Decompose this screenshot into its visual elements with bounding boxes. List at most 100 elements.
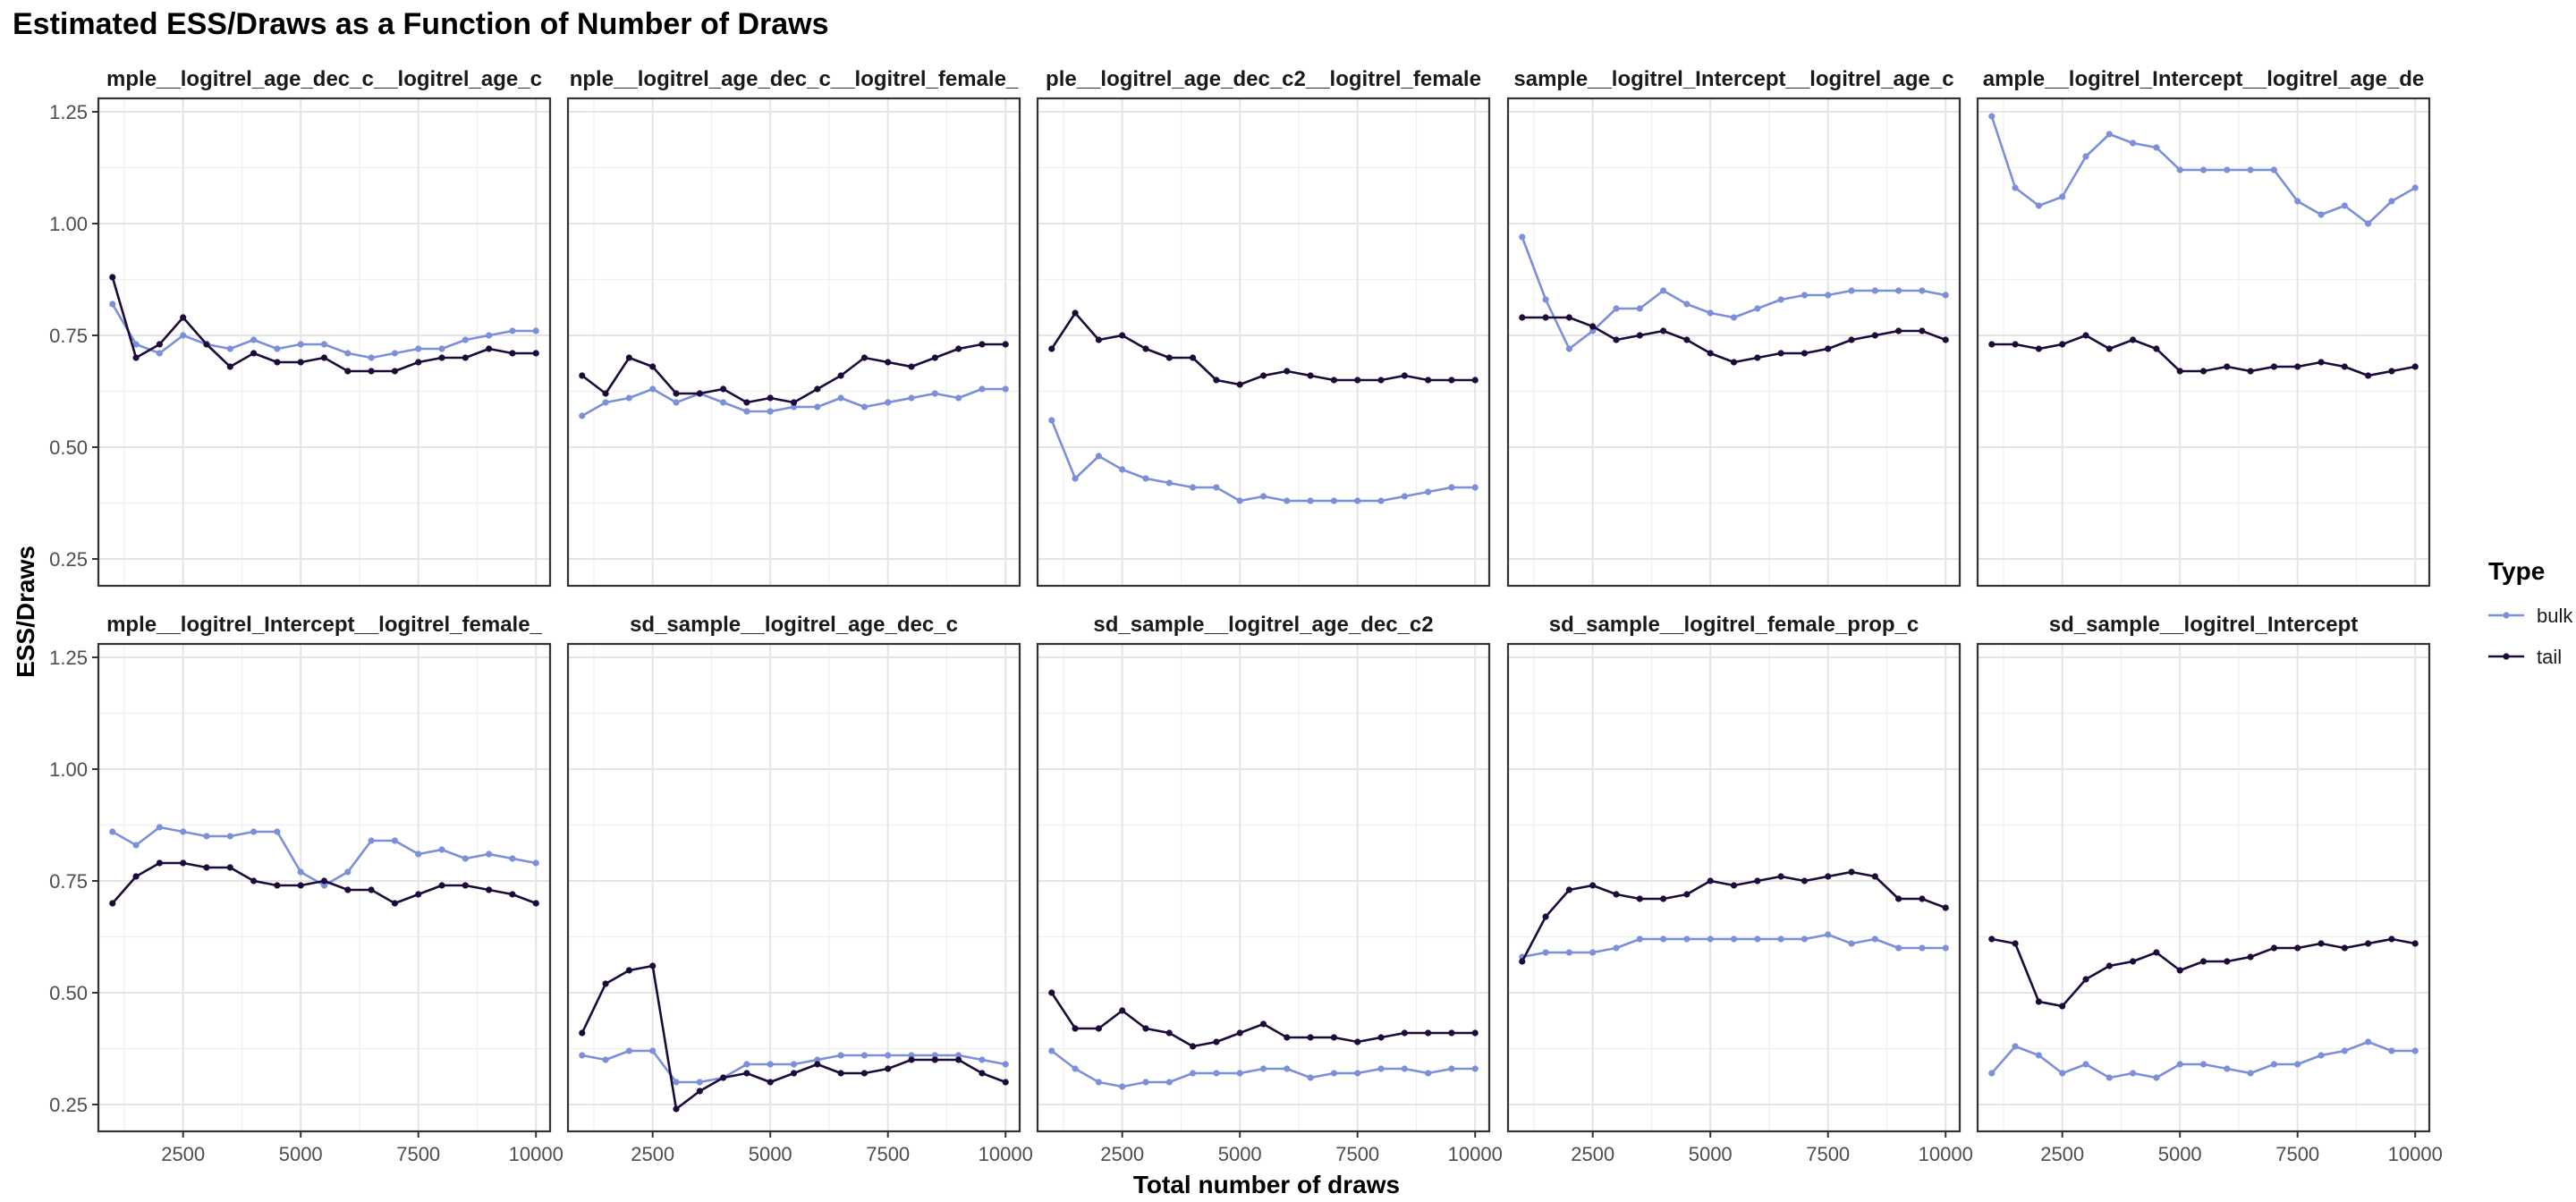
data-point-tail	[320, 877, 328, 885]
data-point-tail	[226, 363, 233, 370]
data-point-tail	[2012, 940, 2019, 947]
data-point-tail	[2247, 368, 2254, 375]
data-point-bulk	[1871, 935, 1878, 943]
data-point-tail	[1871, 332, 1878, 339]
facet-panel-2: nple__logitrel_age_dec_c__logitrel_femal…	[566, 67, 1021, 588]
data-point-bulk	[790, 1061, 798, 1068]
data-point-tail	[1519, 314, 1526, 321]
data-point-bulk	[2247, 1070, 2254, 1077]
data-point-tail	[814, 385, 821, 393]
data-point-bulk	[1542, 949, 1549, 956]
data-point-tail	[1988, 341, 1996, 348]
x-tick-label: 2500	[1100, 1143, 1144, 1165]
facet-strip-label: mple__logitrel_Intercept__logitrel_femal…	[106, 613, 543, 637]
x-tick-label: 7500	[1806, 1143, 1850, 1165]
facet-strip-label: sd_sample__logitrel_age_dec_c	[630, 613, 958, 637]
data-point-bulk	[109, 300, 116, 308]
data-point-bulk	[2294, 1061, 2301, 1068]
data-point-tail	[1236, 1029, 1243, 1037]
data-point-tail	[391, 368, 399, 375]
panel-border	[1036, 97, 1491, 588]
data-point-bulk	[509, 327, 516, 334]
data-point-tail	[1095, 336, 1102, 343]
data-point-tail	[1777, 873, 1784, 880]
data-point-bulk	[1613, 305, 1620, 312]
data-point-tail	[1213, 377, 1220, 384]
data-point-tail	[1095, 1025, 1102, 1032]
facet-panel-6: mple__logitrel_Intercept__logitrel_femal…	[97, 613, 552, 1133]
series-tail	[109, 274, 539, 375]
data-point-tail	[2365, 940, 2372, 947]
data-point-bulk	[1377, 1065, 1385, 1072]
data-point-tail	[1165, 1029, 1173, 1037]
data-point-tail	[2224, 958, 2231, 965]
data-point-bulk	[1730, 935, 1738, 943]
x-tick-label: 10000	[2388, 1143, 2443, 1165]
data-point-tail	[602, 390, 609, 397]
data-point-tail	[1825, 345, 1832, 352]
data-point-tail	[1988, 935, 1996, 943]
data-point-bulk	[486, 332, 493, 339]
y-tick-label: 0.25	[49, 548, 88, 571]
data-point-bulk	[344, 868, 352, 876]
series-tail	[1988, 935, 2419, 1010]
data-point-tail	[391, 900, 399, 907]
data-point-tail	[625, 967, 632, 974]
data-point-bulk	[837, 394, 844, 402]
data-point-tail	[2106, 962, 2113, 969]
data-point-bulk	[743, 408, 750, 415]
x-tick-label: 5000	[279, 1143, 323, 1165]
data-point-tail	[1754, 354, 1761, 361]
data-point-bulk	[1425, 488, 1432, 495]
data-point-bulk	[1142, 1079, 1149, 1086]
data-point-bulk	[2341, 202, 2348, 209]
facet-panels: mple__logitrel_age_dec_c__logitrel_age_c…	[97, 67, 2431, 1133]
data-point-bulk	[1236, 497, 1243, 504]
data-point-bulk	[250, 336, 258, 343]
data-point-bulk	[1048, 1047, 1055, 1054]
data-point-bulk	[486, 851, 493, 858]
data-point-tail	[156, 859, 163, 867]
series-tail	[1519, 868, 1949, 965]
data-point-tail	[2270, 363, 2278, 370]
data-point-tail	[790, 399, 798, 406]
panel-border	[97, 97, 552, 588]
data-point-tail	[1919, 327, 1926, 334]
data-point-bulk	[1189, 1070, 1197, 1077]
data-point-bulk	[2059, 193, 2066, 200]
data-point-bulk	[1259, 493, 1267, 500]
data-point-tail	[156, 341, 163, 348]
data-point-tail	[1377, 1034, 1385, 1041]
data-point-tail	[132, 354, 140, 361]
legend-entry-tail: tail	[2488, 646, 2562, 668]
y-tick-label: 1.25	[49, 101, 88, 123]
data-point-tail	[1307, 372, 1314, 379]
data-point-bulk	[203, 833, 210, 840]
data-point-tail	[2106, 345, 2113, 352]
grid	[1978, 644, 2429, 1131]
grid	[1978, 98, 2429, 586]
data-point-bulk	[1707, 935, 1714, 943]
data-point-bulk	[1401, 493, 1408, 500]
data-point-bulk	[1519, 233, 1526, 241]
data-point-tail	[250, 350, 258, 357]
data-point-bulk	[2012, 184, 2019, 191]
data-point-tail	[1589, 323, 1597, 330]
data-point-bulk	[320, 882, 328, 889]
data-point-tail	[1354, 1038, 1361, 1045]
data-point-tail	[203, 341, 210, 348]
data-point-tail	[1730, 359, 1738, 366]
data-point-tail	[344, 368, 352, 375]
data-point-tail	[1589, 882, 1597, 889]
data-point-tail	[1189, 354, 1197, 361]
data-point-bulk	[1919, 287, 1926, 294]
data-point-bulk	[1448, 1065, 1455, 1072]
data-point-bulk	[1825, 931, 1832, 938]
data-point-tail	[109, 274, 116, 281]
data-point-tail	[1871, 873, 1878, 880]
data-point-tail	[673, 1105, 680, 1113]
facet-strip-label: sd_sample__logitrel_Intercept	[2049, 613, 2358, 637]
data-point-bulk	[1636, 935, 1643, 943]
data-point-tail	[532, 350, 539, 357]
data-point-tail	[1471, 377, 1479, 384]
